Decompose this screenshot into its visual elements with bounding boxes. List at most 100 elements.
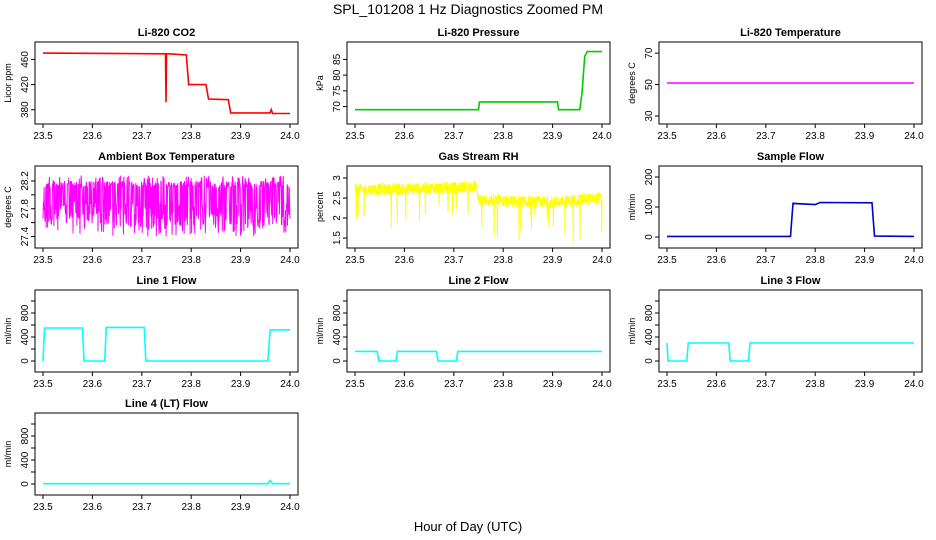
x-tick-label: 23.6 xyxy=(83,502,103,513)
panel-6: Sample Flow 23.5 23.6 23.7 23.8 23.9 24.0 0 100 2… xyxy=(627,151,924,266)
x-tick-label: 24.0 xyxy=(280,502,300,513)
x-tick-label: 23.7 xyxy=(132,379,152,390)
y-tick-label: 400 xyxy=(644,328,655,345)
plot-frame xyxy=(346,165,611,249)
panel-1: Li-820 CO2 23.5 23.6 23.7 23.8 23.9 24.0 380 420… xyxy=(3,27,300,142)
x-tick-label: 23.7 xyxy=(756,131,776,142)
panel-title: Line 4 (LT) Flow xyxy=(125,398,208,410)
x-tick-label: 23.8 xyxy=(181,502,201,513)
x-tick-label: 24.0 xyxy=(904,131,924,142)
panel-title: Line 3 Flow xyxy=(761,275,821,287)
x-tick-label: 24.0 xyxy=(280,379,300,390)
plot-frame xyxy=(34,165,299,249)
x-tick-label: 23.9 xyxy=(543,255,563,266)
panel-9: Line 3 Flow 23.5 23.6 23.7 23.8 23.9 24.0 0 400 8… xyxy=(627,275,924,390)
series-line xyxy=(42,52,290,115)
x-tick-label: 23.8 xyxy=(181,131,201,142)
x-tick-label: 23.8 xyxy=(805,379,825,390)
panel-title: Ambient Box Temperature xyxy=(98,151,235,163)
series-line xyxy=(43,479,290,485)
y-tick-label: 85 xyxy=(332,53,343,65)
x-tick-label: 23.8 xyxy=(493,131,513,142)
y-tick-label: 0 xyxy=(20,358,31,364)
x-tick-label: 23.9 xyxy=(543,131,563,142)
x-tick-label: 23.9 xyxy=(231,255,251,266)
x-tick-label: 23.9 xyxy=(231,379,251,390)
panel-title: Gas Stream RH xyxy=(438,151,518,163)
panel-5: Gas Stream RH 23.5 23.6 23.7 23.8 23.9 24.0 1.5… xyxy=(315,151,612,266)
y-tick-label: 420 xyxy=(20,76,31,93)
x-tick-label: 23.6 xyxy=(707,255,727,266)
y-tick-label: 70 xyxy=(332,101,343,113)
x-tick-label: 23.5 xyxy=(345,131,365,142)
y-tick-label: 400 xyxy=(20,328,31,345)
x-tick-label: 23.6 xyxy=(83,255,103,266)
panel-title: Line 2 Flow xyxy=(449,275,509,287)
x-tick-label: 23.6 xyxy=(707,379,727,390)
y-axis-label: Licor ppm xyxy=(3,63,13,103)
x-tick-label: 23.7 xyxy=(132,502,152,513)
x-tick-label: 24.0 xyxy=(592,131,612,142)
y-tick-label: 30 xyxy=(644,110,655,122)
x-tick-label: 24.0 xyxy=(280,255,300,266)
panel-title: Line 1 Flow xyxy=(137,275,197,287)
y-tick-label: 380 xyxy=(20,101,31,118)
x-tick-label: 24.0 xyxy=(592,255,612,266)
y-axis-label: ml/min xyxy=(627,318,637,345)
x-tick-label: 23.5 xyxy=(657,379,677,390)
series-line xyxy=(354,180,603,243)
x-tick-label: 23.7 xyxy=(756,379,776,390)
series-line xyxy=(355,50,602,111)
y-tick-label: 200 xyxy=(644,168,655,185)
series-line xyxy=(42,175,291,237)
y-tick-label: 2 xyxy=(332,215,343,221)
y-tick-label: 75 xyxy=(332,85,343,97)
y-tick-label: 0 xyxy=(644,234,655,240)
figure-xlabel: Hour of Day (UTC) xyxy=(414,519,522,534)
x-tick-label: 23.7 xyxy=(132,255,152,266)
y-tick-label: 800 xyxy=(644,304,655,321)
series-line xyxy=(667,201,915,238)
x-tick-label: 24.0 xyxy=(904,255,924,266)
x-tick-label: 23.9 xyxy=(855,255,875,266)
plot-frame xyxy=(346,41,611,125)
series-line xyxy=(355,350,602,362)
x-tick-label: 23.5 xyxy=(33,131,53,142)
y-tick-label: 800 xyxy=(20,427,31,444)
y-tick-label: 460 xyxy=(20,51,31,68)
x-tick-label: 23.9 xyxy=(855,379,875,390)
y-tick-label: 800 xyxy=(20,304,31,321)
x-tick-label: 24.0 xyxy=(280,131,300,142)
x-tick-label: 23.8 xyxy=(805,131,825,142)
y-tick-label: 400 xyxy=(332,328,343,345)
y-axis-label: percent xyxy=(315,191,325,222)
y-tick-label: 70 xyxy=(644,47,655,59)
y-tick-label: 27.4 xyxy=(20,226,31,246)
x-tick-label: 23.7 xyxy=(444,255,464,266)
y-tick-label: 800 xyxy=(332,304,343,321)
y-axis-label: kPa xyxy=(315,75,325,91)
y-tick-label: 100 xyxy=(644,198,655,215)
y-axis-label: ml/min xyxy=(627,194,637,221)
y-tick-label: 0 xyxy=(644,358,655,364)
panel-8: Line 2 Flow 23.5 23.6 23.7 23.8 23.9 24.0 0 400 8… xyxy=(315,275,612,390)
panel-10: Line 4 (LT) Flow 23.5 23.6 23.7 23.8 23.9 24.0… xyxy=(3,398,300,513)
x-tick-label: 23.7 xyxy=(756,255,776,266)
x-tick-label: 23.6 xyxy=(83,379,103,390)
x-tick-label: 23.8 xyxy=(493,255,513,266)
panel-title: Li-820 Pressure xyxy=(438,27,520,39)
x-tick-label: 23.5 xyxy=(33,255,53,266)
y-tick-label: 50 xyxy=(644,79,655,91)
y-tick-label: 400 xyxy=(20,451,31,468)
x-tick-label: 23.5 xyxy=(345,379,365,390)
plot-frame xyxy=(658,289,923,373)
y-tick-label: 3 xyxy=(332,175,343,181)
x-tick-label: 23.5 xyxy=(657,131,677,142)
panel-2: Li-820 Pressure 23.5 23.6 23.7 23.8 23.9 24.0 7… xyxy=(315,27,612,142)
y-tick-label: 1.5 xyxy=(332,231,343,245)
series-line xyxy=(666,342,914,362)
x-tick-label: 23.5 xyxy=(345,255,365,266)
x-tick-label: 23.7 xyxy=(444,131,464,142)
